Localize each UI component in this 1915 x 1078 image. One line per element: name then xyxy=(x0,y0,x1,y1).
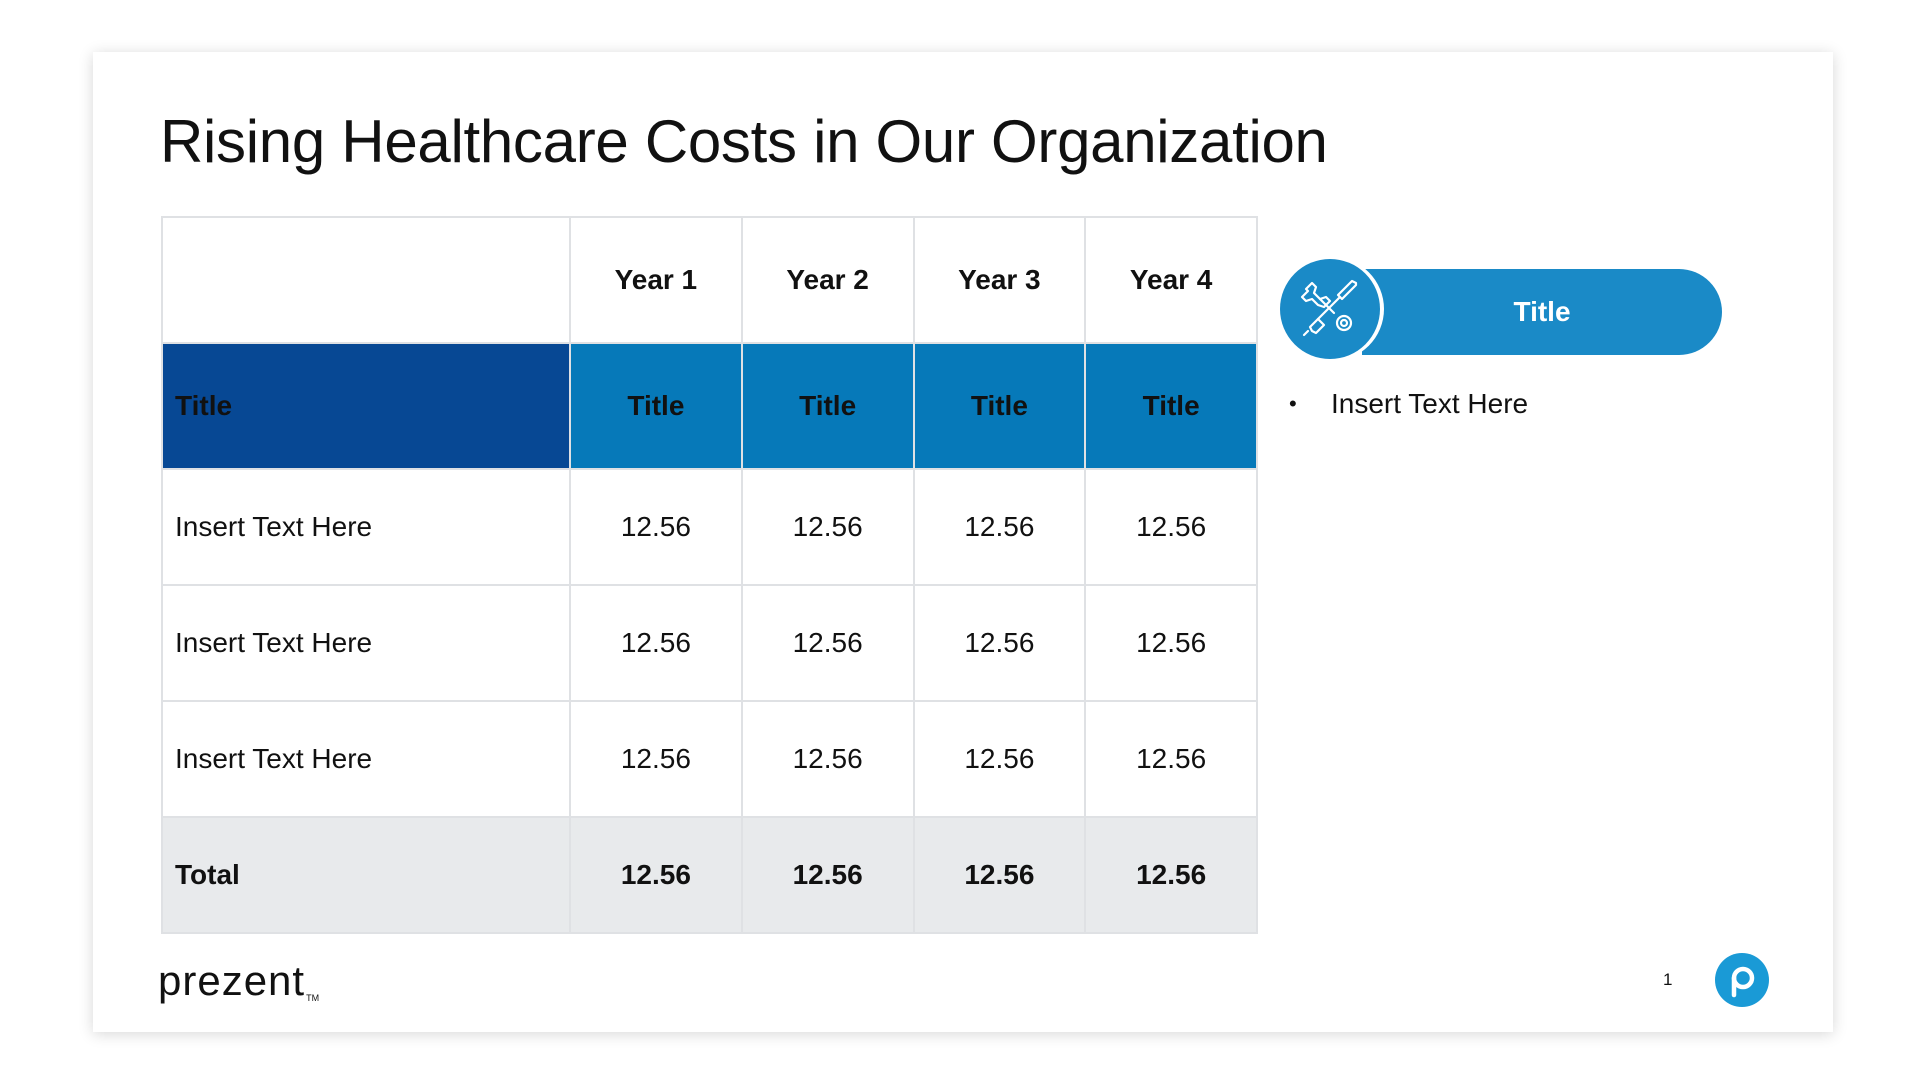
total-value: 12.56 xyxy=(1084,816,1258,934)
total-value: 12.56 xyxy=(569,816,743,934)
column-header-year-3: Year 3 xyxy=(912,216,1087,344)
row-value: 12.56 xyxy=(912,584,1087,702)
page-number: 1 xyxy=(1663,970,1673,989)
title-row-cell: Title xyxy=(569,342,743,470)
side-title-banner: Title xyxy=(1280,257,1740,361)
table-row: Insert Text Here 12.56 12.56 12.56 12.56 xyxy=(161,700,1258,818)
row-value: 12.56 xyxy=(569,584,743,702)
logo-trademark: TM xyxy=(306,993,320,1003)
table-row: Insert Text Here 12.56 12.56 12.56 12.56 xyxy=(161,468,1258,586)
total-value: 12.56 xyxy=(740,816,915,934)
total-value: 12.56 xyxy=(912,816,1087,934)
column-header-year-4: Year 4 xyxy=(1084,216,1258,344)
title-row-cell: Title xyxy=(1084,342,1258,470)
total-label: Total xyxy=(161,816,571,934)
row-label: Insert Text Here xyxy=(161,584,571,702)
title-row-cell: Title xyxy=(740,342,915,470)
column-header-year-2: Year 2 xyxy=(740,216,915,344)
row-value: 12.56 xyxy=(740,468,915,586)
banner-pill: Title xyxy=(1362,269,1722,355)
bullet-text: Insert Text Here xyxy=(1331,388,1529,419)
bullet-dot: • xyxy=(1289,391,1297,416)
title-row-label: Title xyxy=(161,342,571,470)
row-value: 12.56 xyxy=(912,468,1087,586)
table-header-row: Year 1 Year 2 Year 3 Year 4 xyxy=(161,216,1258,344)
row-value: 12.56 xyxy=(740,700,915,818)
row-value: 12.56 xyxy=(740,584,915,702)
row-value: 12.56 xyxy=(569,468,743,586)
row-value: 12.56 xyxy=(1084,700,1258,818)
cost-table: Year 1 Year 2 Year 3 Year 4 Title Title … xyxy=(161,216,1258,934)
row-value: 12.56 xyxy=(569,700,743,818)
table-row: Insert Text Here 12.56 12.56 12.56 12.56 xyxy=(161,584,1258,702)
table-corner-cell xyxy=(161,216,571,344)
slide: Rising Healthcare Costs in Our Organizat… xyxy=(93,52,1833,1032)
icon-badge xyxy=(1280,259,1380,359)
logo-text: prezent xyxy=(158,957,306,1004)
row-label: Insert Text Here xyxy=(161,468,571,586)
table-total-row: Total 12.56 12.56 12.56 12.56 xyxy=(161,816,1258,934)
bullet-list: • Insert Text Here xyxy=(1289,388,1528,420)
title-row-cell: Title xyxy=(912,342,1087,470)
table-title-row: Title Title Title Title Title xyxy=(161,342,1258,470)
row-value: 12.56 xyxy=(1084,584,1258,702)
column-header-year-1: Year 1 xyxy=(569,216,743,344)
list-item: • Insert Text Here xyxy=(1289,388,1528,420)
row-label: Insert Text Here xyxy=(161,700,571,818)
tools-icon xyxy=(1300,279,1358,337)
slide-title: Rising Healthcare Costs in Our Organizat… xyxy=(160,108,1328,175)
row-value: 12.56 xyxy=(1084,468,1258,586)
prezent-logo: prezentTM xyxy=(158,957,319,1005)
prezent-p-icon xyxy=(1715,953,1769,1007)
row-value: 12.56 xyxy=(912,700,1087,818)
banner-title: Title xyxy=(1513,296,1571,327)
